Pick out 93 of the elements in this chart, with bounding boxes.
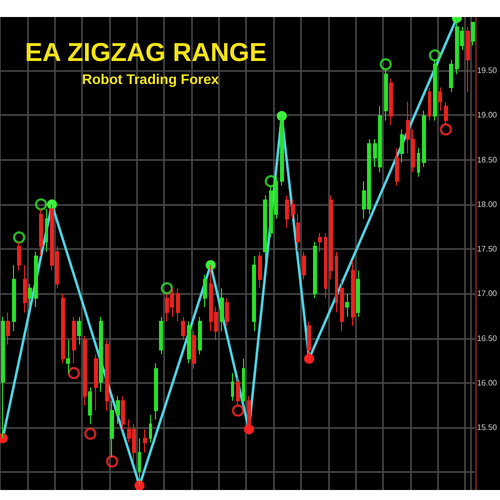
candlestick <box>471 22 475 46</box>
text: Robot Trading Forex <box>82 71 220 87</box>
candlestick <box>17 241 21 271</box>
candlestick <box>105 340 109 412</box>
candlestick <box>296 214 300 252</box>
candlestick <box>307 320 311 360</box>
y-tick-label: 15.50 <box>476 423 498 432</box>
candlestick <box>351 260 355 326</box>
candlestick <box>252 256 256 332</box>
candlestick <box>159 316 163 355</box>
candlestick <box>1 316 5 439</box>
candlestick <box>88 386 92 424</box>
candlestick <box>417 148 420 178</box>
candlestick <box>335 251 338 313</box>
candlestick <box>181 316 185 341</box>
candlestick <box>6 312 10 346</box>
point <box>84 428 96 440</box>
candlestick <box>428 87 431 122</box>
candlestick <box>438 87 442 112</box>
candlestick <box>329 194 333 280</box>
candlestick <box>345 293 349 318</box>
y-tick-label: 16.50 <box>476 334 498 343</box>
candlestick <box>176 288 180 322</box>
candlestick <box>187 320 191 364</box>
candlestick <box>258 251 262 289</box>
candlestick <box>231 372 234 402</box>
point <box>232 404 244 417</box>
candlestick <box>66 340 70 374</box>
candlestick <box>236 377 240 406</box>
y-tick-label: 18.50 <box>476 155 498 164</box>
text: EA ZIGZAG RANGE <box>25 37 267 67</box>
point <box>206 260 216 270</box>
candlestick <box>285 194 289 228</box>
candlestick <box>324 232 327 299</box>
candlestick <box>198 316 202 355</box>
candlestick <box>280 116 284 186</box>
candlestick <box>242 358 245 412</box>
candlestick <box>83 335 87 406</box>
candlestick <box>291 199 295 220</box>
candlestick <box>220 288 224 332</box>
candlestick <box>94 354 98 412</box>
candlestick <box>192 330 196 370</box>
y-tick-label: 19.00 <box>476 110 498 120</box>
candlestick <box>12 264 16 332</box>
point <box>13 231 26 244</box>
candlestick <box>466 26 470 92</box>
candlestick <box>149 414 152 444</box>
candlestick <box>313 241 317 299</box>
y-tick-label: 19.50 <box>476 66 498 76</box>
point <box>440 123 452 136</box>
candlestick <box>154 362 158 420</box>
candlestick <box>23 264 27 313</box>
candlestick <box>138 438 141 486</box>
candlestick <box>444 101 448 126</box>
candlestick <box>225 298 229 326</box>
point <box>304 354 314 364</box>
point <box>68 366 80 380</box>
candlestick <box>72 316 76 364</box>
candlestick <box>116 396 120 424</box>
candlestick <box>340 278 344 332</box>
candlestick <box>247 396 251 430</box>
point <box>244 424 254 434</box>
candlestick <box>395 148 399 186</box>
candlestick <box>99 316 103 392</box>
candlestick <box>61 293 65 364</box>
candlestick <box>110 400 114 458</box>
point <box>380 58 392 70</box>
candlestick <box>302 251 306 280</box>
point <box>160 282 173 294</box>
point <box>46 199 57 210</box>
candlestick <box>389 78 393 126</box>
candlestick <box>77 316 81 346</box>
point <box>264 175 277 188</box>
candlestick <box>39 208 43 257</box>
candlestick <box>356 270 360 318</box>
candlestick <box>143 428 147 454</box>
y-tick-label: 18.00 <box>476 200 498 209</box>
candlestick <box>34 251 38 308</box>
candlestick <box>318 232 322 252</box>
point <box>34 198 48 211</box>
candlestick <box>400 128 404 163</box>
candlestick <box>449 59 453 92</box>
y-tick-label: 17.00 <box>476 289 498 298</box>
candlestick <box>263 194 267 262</box>
y-tick-label: 17.50 <box>476 244 498 254</box>
candlestick <box>28 283 32 308</box>
y-tick-label: 16.00 <box>476 378 498 388</box>
point <box>106 455 118 468</box>
point <box>428 49 442 62</box>
point <box>134 480 145 490</box>
candlestick <box>121 396 125 430</box>
candlestick <box>203 274 207 308</box>
candlestick <box>422 110 426 168</box>
